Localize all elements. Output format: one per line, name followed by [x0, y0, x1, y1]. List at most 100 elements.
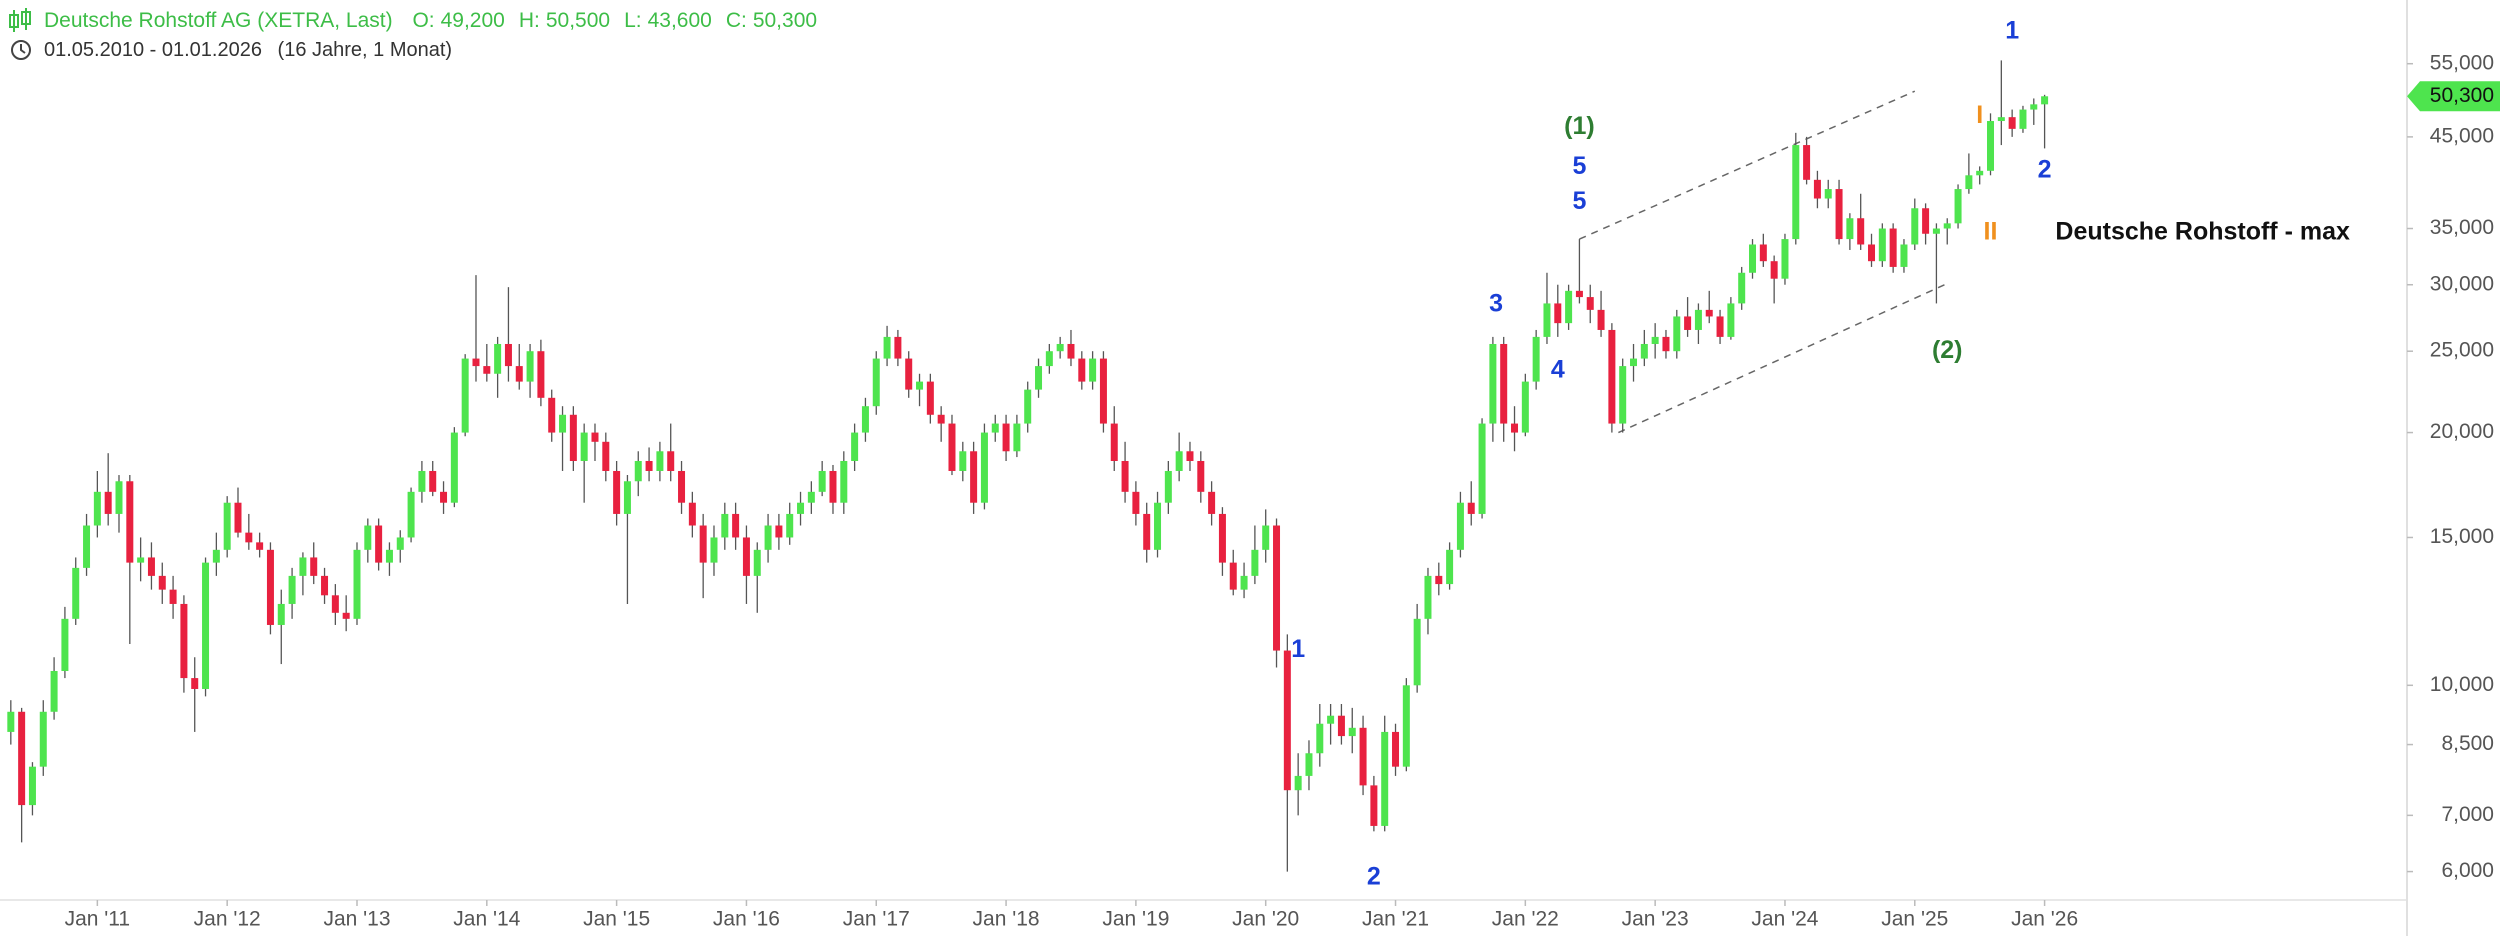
candle-body — [970, 451, 978, 503]
candle-body — [1197, 460, 1205, 492]
candle-body — [1543, 303, 1551, 337]
y-tick-label: 7,000 — [2441, 803, 2494, 826]
candle-body — [1619, 366, 1627, 424]
candle-body — [331, 595, 339, 613]
candle-body — [342, 612, 350, 619]
candle-body — [1456, 502, 1464, 550]
candle-body — [1640, 343, 1648, 359]
ohlc-value: 43,600 — [648, 9, 712, 32]
candle-body — [1651, 336, 1659, 344]
candle-body — [645, 460, 653, 471]
ohlc-key: H: — [519, 9, 540, 32]
candle-body — [1467, 502, 1475, 514]
candle-body — [1565, 290, 1573, 324]
candle-body — [829, 470, 837, 503]
candle-body — [1792, 145, 1800, 240]
candle-body — [623, 481, 631, 514]
candle-body — [1067, 343, 1075, 359]
candle-body — [688, 502, 696, 526]
ohlc-value: 50,300 — [753, 9, 817, 32]
candle-body — [104, 491, 112, 514]
x-tick-label: Jan '17 — [843, 908, 910, 931]
candle-body — [721, 513, 729, 538]
candle-body — [1229, 562, 1237, 590]
candle-body — [1727, 303, 1735, 337]
candle-body — [1392, 731, 1400, 767]
candle-body — [764, 525, 772, 550]
candle-body — [407, 491, 415, 538]
candle-body — [93, 491, 101, 526]
y-tick-label: 35,000 — [2430, 216, 2494, 239]
candle-body — [1965, 175, 1973, 190]
candle-body — [450, 432, 458, 503]
note: Deutsche Rohstoff - max — [2055, 217, 2350, 245]
candle-body — [385, 549, 393, 563]
candle-body — [288, 575, 296, 604]
candle-body — [1143, 513, 1151, 550]
candle-body — [494, 343, 502, 374]
candle-body — [191, 678, 199, 689]
candle-body — [1694, 309, 1702, 330]
candle-body — [483, 366, 491, 374]
candle-body — [18, 711, 26, 806]
candle-body — [1575, 290, 1583, 298]
candle-body — [256, 542, 264, 550]
candle-body — [1554, 303, 1562, 324]
candle-body — [115, 481, 123, 514]
candle-body — [1738, 272, 1746, 304]
wave-label: 2 — [1367, 862, 1381, 890]
candle-body — [223, 502, 231, 550]
candle-body — [83, 525, 91, 568]
candle-body — [1402, 685, 1410, 767]
candle-body — [1684, 316, 1692, 330]
candle-body — [1337, 715, 1345, 737]
candle-body — [7, 711, 15, 732]
candle-body — [1803, 145, 1811, 180]
candle-body — [1868, 244, 1876, 262]
candle-body — [277, 603, 285, 625]
x-tick-label: Jan '18 — [973, 908, 1040, 931]
candle-body — [926, 381, 934, 415]
channel-line — [1618, 282, 1948, 434]
candle-body — [1987, 121, 1995, 171]
candle-body — [1078, 358, 1086, 382]
x-tick-label: Jan '22 — [1492, 908, 1559, 931]
candle-body — [396, 537, 404, 550]
candle-body — [1262, 525, 1270, 550]
candle-body — [1024, 389, 1032, 424]
candle-body — [1705, 309, 1713, 317]
candle-body — [1294, 775, 1302, 791]
candle-body — [1099, 358, 1107, 424]
candle-body — [602, 441, 610, 471]
candle-body — [321, 575, 329, 596]
ohlc-key: L: — [624, 9, 642, 32]
candle-body — [1662, 336, 1670, 352]
x-tick-label: Jan '21 — [1362, 908, 1429, 931]
candle-body — [504, 343, 512, 367]
candle-body — [1002, 423, 1010, 452]
candle-body — [634, 460, 642, 482]
x-tick-label: Jan '25 — [1881, 908, 1948, 931]
x-tick-label: Jan '24 — [1751, 908, 1818, 931]
candle-body — [894, 336, 902, 359]
wave-label: I — [1976, 101, 1983, 129]
x-tick-label: Jan '20 — [1232, 908, 1299, 931]
candle-body — [1857, 218, 1865, 245]
candle-body — [1208, 491, 1216, 514]
x-tick-label: Jan '23 — [1622, 908, 1689, 931]
candle-body — [883, 336, 891, 359]
candle-body — [613, 470, 621, 514]
candle-body — [299, 557, 307, 576]
x-tick-label: Jan '12 — [194, 908, 261, 931]
candle-body — [1154, 502, 1162, 550]
candle-body — [1630, 358, 1638, 367]
last-price-label: 50,300 — [2430, 84, 2494, 107]
candle-body — [1186, 451, 1194, 461]
header-range: 01.05.2010 - 01.01.2026 (16 Jahre, 1 Mon… — [44, 39, 452, 61]
candle-body — [1132, 491, 1140, 514]
candle-body — [699, 525, 707, 563]
candle-body — [375, 525, 383, 563]
candle-body — [1273, 525, 1281, 651]
candle-body — [1013, 423, 1021, 452]
candle-body — [905, 358, 913, 390]
